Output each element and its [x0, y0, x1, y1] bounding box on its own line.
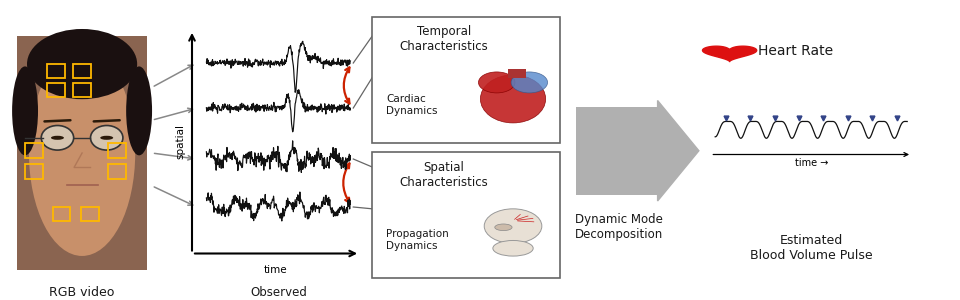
Ellipse shape	[484, 209, 541, 243]
Ellipse shape	[492, 241, 533, 256]
Ellipse shape	[494, 224, 512, 231]
Ellipse shape	[41, 125, 74, 150]
FancyBboxPatch shape	[508, 69, 525, 78]
Text: Estimated
Blood Volume Pulse: Estimated Blood Volume Pulse	[750, 234, 873, 262]
FancyBboxPatch shape	[372, 17, 560, 143]
Text: Dynamic Mode
Decomposition: Dynamic Mode Decomposition	[575, 213, 663, 241]
Circle shape	[100, 136, 113, 140]
FancyBboxPatch shape	[372, 152, 560, 278]
Ellipse shape	[126, 66, 152, 155]
Text: RGB video: RGB video	[49, 286, 115, 299]
FancyBboxPatch shape	[17, 36, 147, 270]
Text: spatial: spatial	[176, 124, 185, 159]
Text: Observed
Time-series Signal: Observed Time-series Signal	[224, 286, 333, 300]
Ellipse shape	[27, 29, 137, 99]
Circle shape	[51, 136, 64, 140]
Ellipse shape	[90, 125, 123, 150]
Text: time →: time →	[795, 158, 828, 167]
Text: time: time	[264, 265, 288, 275]
Polygon shape	[703, 46, 756, 62]
Text: Propagation
Dynamics: Propagation Dynamics	[386, 229, 448, 251]
Ellipse shape	[29, 50, 135, 256]
Text: Spatial
Characteristics: Spatial Characteristics	[399, 160, 488, 188]
Ellipse shape	[511, 72, 547, 93]
FancyBboxPatch shape	[576, 106, 658, 195]
Text: Heart Rate: Heart Rate	[758, 44, 833, 58]
Text: Cardiac
Dynamics: Cardiac Dynamics	[386, 94, 438, 116]
Polygon shape	[658, 100, 699, 201]
Ellipse shape	[480, 75, 545, 123]
Text: Temporal
Characteristics: Temporal Characteristics	[399, 26, 488, 53]
Ellipse shape	[12, 66, 38, 155]
Ellipse shape	[478, 72, 515, 93]
